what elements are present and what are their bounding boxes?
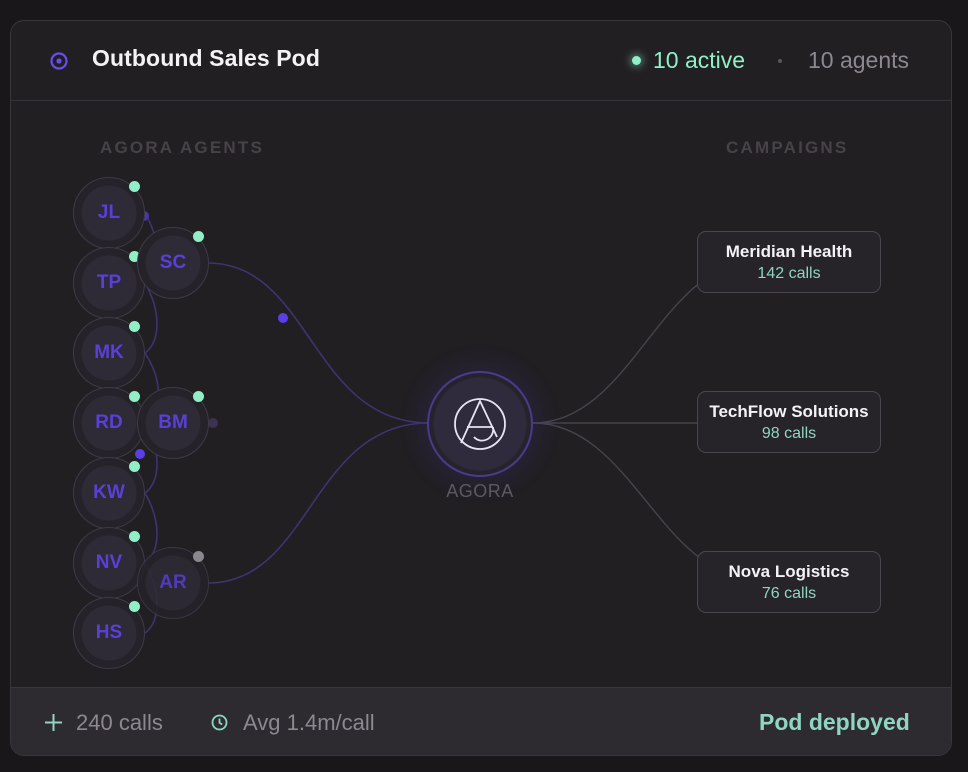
avg-call-duration: Avg 1.4m/call [243,710,375,735]
agent-initials: JL [97,202,121,223]
hub-label: AGORA [446,481,514,501]
pod-card: Outbound Sales Pod 10 active 10 agents A… [10,20,952,756]
campaign-calls: 98 calls [761,425,817,442]
agent-status-dot [193,551,204,562]
agent-status-dot [129,251,140,262]
agora-hub[interactable] [427,371,533,477]
campaign-card-techflow[interactable]: TechFlow Solutions 98 calls [697,391,881,453]
agent-status-dot [129,321,140,332]
active-status-dot [632,56,641,65]
campaign-card-meridian[interactable]: Meridian Health 142 calls [697,231,881,293]
agents-section-label: AGORA AGENTS [100,138,264,157]
agent-initials: TP [96,272,122,293]
target-icon [50,52,68,70]
campaign-calls: 142 calls [757,265,821,282]
agent-initials: SC [159,252,187,273]
agent-status-dot [129,531,140,542]
agent-status-dot [129,601,140,612]
clock-icon [211,714,228,731]
active-count: 10 active [653,47,746,73]
agent-status-dot [129,391,140,402]
link-ar-hub [207,422,430,584]
link-sc-hub [207,262,430,424]
total-calls: 240 calls [76,710,163,735]
pod-footer: 240 calls Avg 1.4m/call Pod deployed [11,687,951,755]
agent-status-dot [129,181,140,192]
separator-dot [778,59,782,63]
agent-initials: BM [158,412,188,433]
agent-initials: KW [93,482,125,503]
agent-status-dot [129,461,140,472]
flow-particle [208,418,218,428]
campaign-name: TechFlow Solutions [709,402,869,421]
campaign-calls: 76 calls [761,585,817,602]
flow-particle [278,313,288,323]
agent-status-dot [193,391,204,402]
pod-title: Outbound Sales Pod [92,45,320,71]
agora-logo-icon [454,398,506,450]
pod-header: Outbound Sales Pod 10 active 10 agents [11,21,951,101]
agent-initials: HS [95,622,123,643]
campaign-name: Nova Logistics [728,562,850,581]
agent-initials: MK [94,342,124,363]
agents-count: 10 agents [808,47,910,73]
agent-initials: AR [159,572,187,593]
agent-node-bm[interactable]: BM [137,387,209,459]
plus-icon [45,714,62,731]
campaign-name: Meridian Health [725,242,853,261]
agent-initials: NV [95,552,123,573]
agent-initials: RD [95,412,123,433]
campaign-card-nova[interactable]: Nova Logistics 76 calls [697,551,881,613]
flow-particle [135,449,145,459]
agent-status-dot [193,231,204,242]
campaigns-section-label: CAMPAIGNS [726,138,849,157]
deployment-status: Pod deployed [759,709,910,735]
